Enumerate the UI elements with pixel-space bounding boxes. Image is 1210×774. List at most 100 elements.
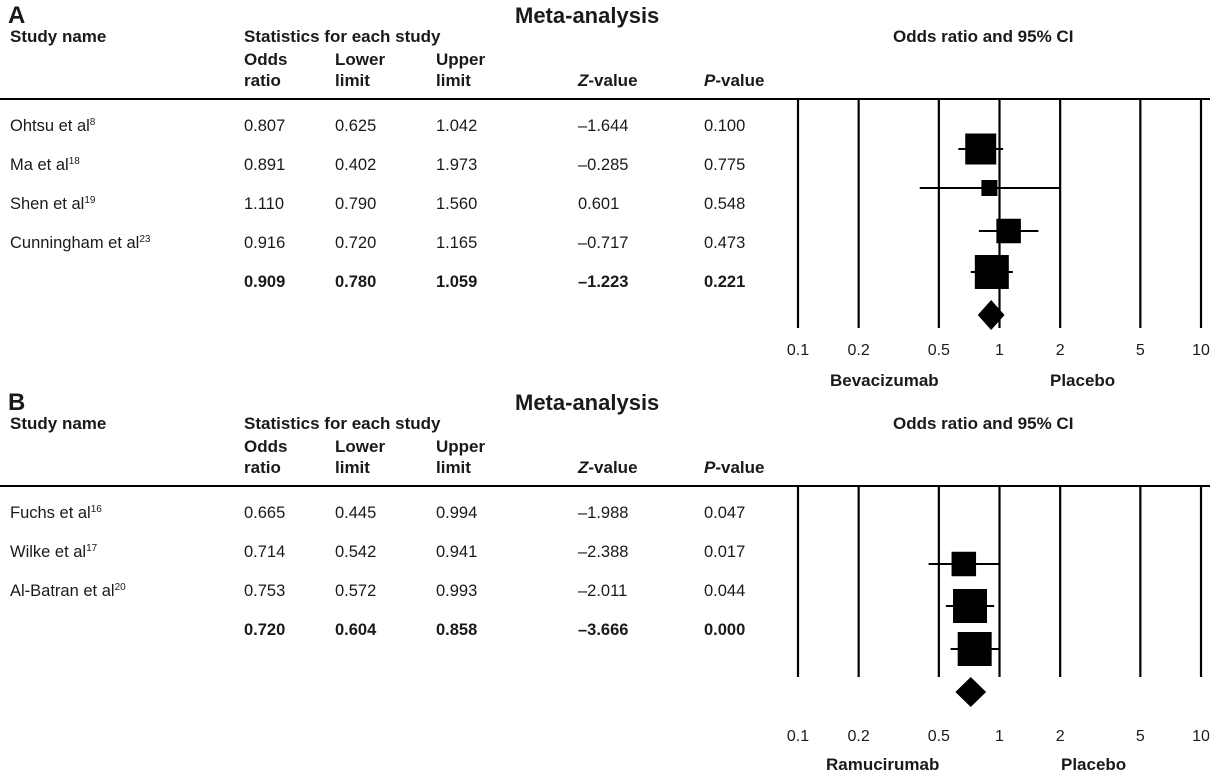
header-p-value: P-value — [704, 71, 765, 90]
upper-limit-cell: 1.059 — [436, 273, 478, 291]
header-study-name: Study name — [10, 414, 107, 433]
header-lower-1: Lower — [335, 50, 386, 69]
upper-limit-cell: 0.994 — [436, 504, 478, 522]
z-value-cell: –0.717 — [578, 234, 629, 252]
summary-diamond — [977, 300, 1005, 330]
lower-limit-cell: 0.720 — [335, 234, 377, 252]
header-upper-1: Upper — [436, 50, 486, 69]
header-odds-1: Odds — [244, 437, 288, 456]
lower-limit-cell: 0.625 — [335, 117, 377, 135]
tick-label: 5 — [1136, 728, 1145, 745]
header-rule — [0, 485, 1210, 487]
lower-limit-cell: 0.790 — [335, 195, 377, 213]
odds-ratio-cell: 0.714 — [244, 543, 286, 561]
header-plot-title: Odds ratio and 95% CI — [893, 414, 1074, 433]
header-rule — [0, 98, 1210, 100]
study-name: Ohtsu et al8 — [10, 117, 96, 135]
header-upper-1: Upper — [436, 437, 486, 456]
header-odds-2: ratio — [244, 71, 281, 90]
upper-limit-cell: 1.165 — [436, 234, 478, 252]
z-value-cell: –0.285 — [578, 156, 629, 174]
p-value-cell: 0.000 — [704, 621, 746, 639]
panel-letter: B — [8, 389, 26, 416]
tick-label: 0.5 — [928, 728, 950, 745]
favours-right-label: Placebo — [1050, 371, 1116, 390]
header-lower-2: limit — [335, 71, 370, 90]
p-value-cell: 0.775 — [704, 156, 746, 174]
favours-left-label: Bevacizumab — [830, 371, 939, 390]
upper-limit-cell: 0.993 — [436, 582, 478, 600]
panel-letter: A — [8, 2, 26, 29]
point-estimate-box — [974, 255, 1009, 289]
tick-label: 0.5 — [928, 342, 950, 359]
lower-limit-cell: 0.402 — [335, 156, 377, 174]
favours-right-label: Placebo — [1061, 755, 1127, 774]
point-estimate-box — [965, 133, 997, 165]
odds-ratio-cell: 0.720 — [244, 621, 286, 639]
header-p-value: P-value — [704, 458, 765, 477]
lower-limit-cell: 0.445 — [335, 504, 377, 522]
tick-label: 10 — [1192, 728, 1210, 745]
tick-label: 1 — [995, 342, 1004, 359]
favours-left-label: Ramucirumab — [826, 755, 940, 774]
lower-limit-cell: 0.542 — [335, 543, 377, 561]
header-lower-1: Lower — [335, 437, 386, 456]
tick-label: 2 — [1056, 342, 1065, 359]
upper-limit-cell: 1.042 — [436, 117, 478, 135]
z-value-cell: –1.223 — [578, 273, 629, 291]
study-name: Shen et al19 — [10, 195, 96, 213]
study-name: Ma et al18 — [10, 156, 80, 174]
header-plot-title: Odds ratio and 95% CI — [893, 27, 1074, 46]
header-z-value: Z-value — [578, 458, 638, 477]
lower-limit-cell: 0.572 — [335, 582, 377, 600]
odds-ratio-cell: 0.753 — [244, 582, 286, 600]
tick-label: 0.2 — [848, 342, 870, 359]
header-study-name: Study name — [10, 27, 107, 46]
tick-label: 10 — [1192, 342, 1210, 359]
point-estimate-box — [957, 632, 992, 666]
upper-limit-cell: 1.973 — [436, 156, 478, 174]
odds-ratio-cell: 0.665 — [244, 504, 286, 522]
lower-limit-cell: 0.780 — [335, 273, 377, 291]
upper-limit-cell: 0.941 — [436, 543, 478, 561]
header-odds-1: Odds — [244, 50, 288, 69]
point-estimate-box — [953, 589, 988, 623]
panel-title: Meta-analysis — [515, 390, 660, 415]
header-lower-2: limit — [335, 458, 370, 477]
odds-ratio-cell: 0.916 — [244, 234, 286, 252]
p-value-cell: 0.017 — [704, 543, 746, 561]
tick-label: 0.1 — [787, 728, 809, 745]
tick-label: 0.1 — [787, 342, 809, 359]
forest-panel-b: B Meta-analysis Study name Statistics fo… — [0, 387, 1210, 773]
header-odds-2: ratio — [244, 458, 281, 477]
header-statistics-group: Statistics for each study — [244, 414, 441, 433]
study-name: Fuchs et al16 — [10, 504, 102, 522]
point-estimate-box — [951, 551, 977, 577]
p-value-cell: 0.100 — [704, 117, 746, 135]
p-value-cell: 0.221 — [704, 273, 746, 291]
header-z-value: Z-value — [578, 71, 638, 90]
p-value-cell: 0.047 — [704, 504, 746, 522]
odds-ratio-cell: 0.909 — [244, 273, 286, 291]
forest-plot: 0.1 0.2 0.5 1 2 5 10 — [787, 485, 1210, 745]
z-value-cell: –2.388 — [578, 543, 629, 561]
forest-panel-a: A Meta-analysis Study name Statistics fo… — [0, 0, 1210, 390]
tick-label: 0.2 — [848, 728, 870, 745]
tick-label: 2 — [1056, 728, 1065, 745]
odds-ratio-cell: 1.110 — [244, 195, 285, 213]
study-name: Cunningham et al23 — [10, 234, 151, 252]
tick-label: 1 — [995, 728, 1004, 745]
p-value-cell: 0.044 — [704, 582, 746, 600]
header-statistics-group: Statistics for each study — [244, 27, 441, 46]
study-name: Wilke et al17 — [10, 543, 98, 561]
z-value-cell: –1.644 — [578, 117, 629, 135]
p-value-cell: 0.548 — [704, 195, 746, 213]
header-upper-2: limit — [436, 71, 471, 90]
z-value-cell: 0.601 — [578, 195, 620, 213]
z-value-cell: –2.011 — [578, 582, 628, 600]
forest-plot: 0.1 0.2 0.5 1 2 5 10 — [787, 98, 1210, 359]
point-estimate-box — [981, 180, 998, 196]
z-value-cell: –3.666 — [578, 621, 629, 639]
summary-diamond — [955, 677, 987, 707]
tick-label: 5 — [1136, 342, 1145, 359]
